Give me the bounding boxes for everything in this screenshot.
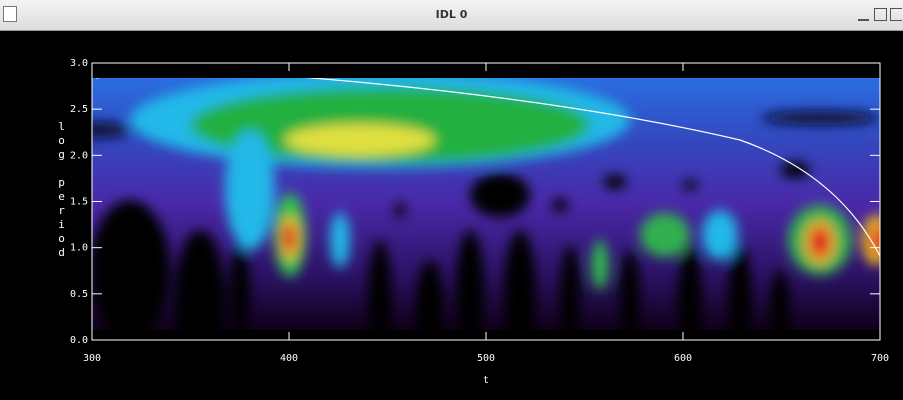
y-tick-label: 2.5	[70, 104, 88, 115]
y-tick-label: 3.0	[70, 58, 88, 69]
x-axis-label: t	[483, 375, 489, 386]
y-tick-label: 1.5	[70, 197, 88, 208]
x-tick-label: 500	[477, 353, 495, 364]
y-tick-label: 2.0	[70, 150, 88, 161]
y-tick-label: 1.0	[70, 243, 88, 254]
window-title: IDL 0	[435, 8, 468, 21]
wavelet-power	[92, 78, 880, 330]
y-axis-label: log period	[55, 120, 68, 260]
x-tick-label: 700	[871, 353, 889, 364]
y-tick-label: 0.0	[70, 335, 88, 346]
x-tick-label: 300	[83, 353, 101, 364]
title-bar: IDL 0	[0, 0, 903, 31]
minimize-button[interactable]	[858, 8, 869, 21]
x-tick-label: 400	[280, 353, 298, 364]
y-tick-label: 0.5	[70, 289, 88, 300]
close-button[interactable]	[890, 8, 902, 21]
x-tick-label: 600	[674, 353, 692, 364]
maximize-button[interactable]	[874, 8, 887, 21]
window-icon	[3, 6, 17, 22]
